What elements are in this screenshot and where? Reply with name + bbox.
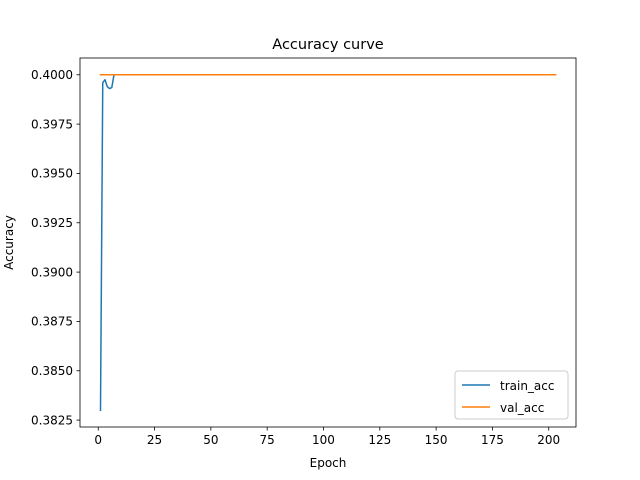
y-tick-label: 0.3900 <box>31 265 73 279</box>
x-tick-label: 0 <box>94 433 102 447</box>
legend-label-train-acc: train_acc <box>500 379 554 393</box>
y-axis: 0.3825 0.3850 0.3875 0.3900 0.3925 0.3950 0.39… <box>31 68 80 427</box>
y-axis-title: Accuracy <box>2 215 16 270</box>
x-tick-label: 75 <box>260 433 275 447</box>
x-axis: 0 25 50 75 100 125 150 175 200 <box>94 427 560 447</box>
x-tick-label: 100 <box>312 433 335 447</box>
x-tick-label: 200 <box>537 433 560 447</box>
series-layer <box>99 74 557 411</box>
x-tick-label: 150 <box>425 433 448 447</box>
x-tick-label: 25 <box>147 433 162 447</box>
x-tick-label: 125 <box>368 433 391 447</box>
x-axis-title: Epoch <box>310 456 347 470</box>
y-tick-label: 0.3975 <box>31 117 73 131</box>
legend-label-val-acc: val_acc <box>500 401 544 415</box>
y-tick-label: 0.3925 <box>31 216 73 230</box>
y-tick-label: 0.3850 <box>31 364 73 378</box>
y-tick-label: 0.3875 <box>31 315 73 329</box>
y-tick-label: 0.4000 <box>31 68 73 82</box>
y-tick-label: 0.3950 <box>31 167 73 181</box>
plot-frame <box>79 57 577 428</box>
plot-area <box>79 57 577 428</box>
y-tick-label: 0.3825 <box>31 413 73 427</box>
legend: train_acc val_acc <box>454 370 569 420</box>
x-tick-label: 50 <box>203 433 218 447</box>
chart-title: Accuracy curve <box>272 37 384 53</box>
x-tick-label: 175 <box>481 433 504 447</box>
